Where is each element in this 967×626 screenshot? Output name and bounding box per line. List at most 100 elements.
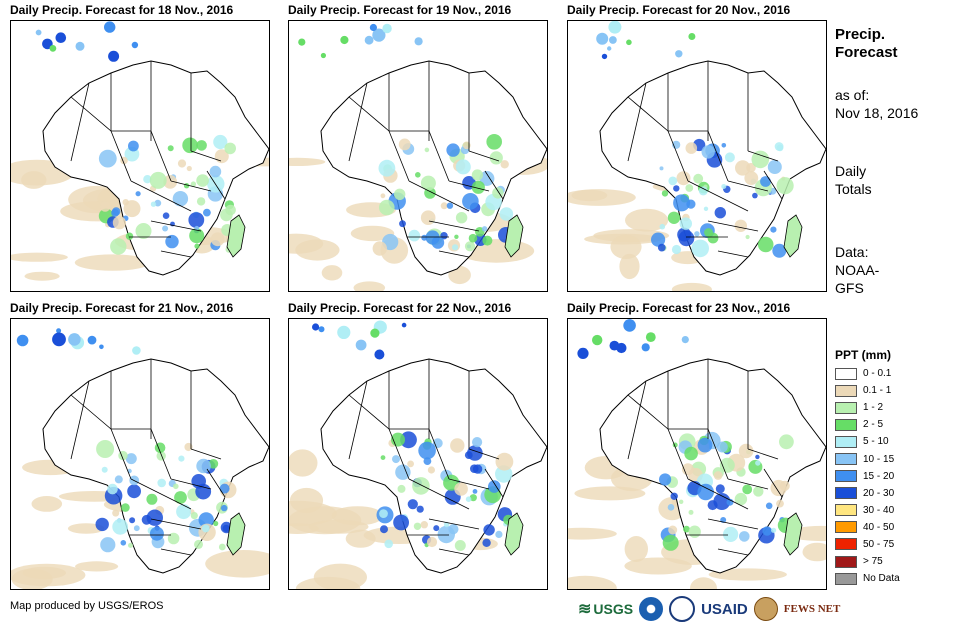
precip-cell — [626, 39, 632, 46]
precip-cell — [701, 145, 715, 159]
legend-label: 15 - 20 — [863, 470, 895, 482]
precip-cell — [500, 160, 509, 169]
light-rain-area — [289, 449, 318, 477]
precip-cell — [165, 234, 179, 249]
precip-cell — [198, 512, 214, 528]
precip-cell — [661, 190, 669, 197]
legend: PPT (mm) 0 - 0.1 0.1 - 1 1 - 2 2 - 5 5 - 10 1… — [835, 347, 955, 587]
precip-map — [288, 318, 548, 590]
legend-item: 15 - 20 — [835, 468, 955, 485]
legend-swatch — [835, 572, 857, 585]
precip-cell — [190, 181, 197, 187]
precip-cell — [472, 489, 478, 494]
precip-cell — [370, 328, 380, 338]
country-border — [70, 82, 90, 162]
precip-cell — [298, 38, 306, 46]
precip-cell — [16, 334, 29, 347]
precip-cell — [651, 232, 666, 247]
precip-cell — [112, 518, 129, 535]
precip-cell — [400, 431, 417, 449]
legend-swatch — [835, 504, 857, 517]
precip-cell — [146, 493, 158, 505]
light-rain-area — [11, 252, 68, 262]
precip-cell — [440, 232, 448, 240]
legend-swatch — [835, 555, 857, 568]
precip-cell — [482, 235, 493, 246]
precip-cell — [657, 243, 666, 252]
precip-cell — [734, 219, 747, 232]
country-border — [717, 548, 749, 556]
precip-cell — [742, 484, 753, 495]
legend-item: 40 - 50 — [835, 519, 955, 536]
precip-cell — [75, 41, 85, 51]
precip-cell — [601, 53, 608, 60]
madagascar — [226, 214, 246, 258]
country-border — [170, 478, 212, 490]
legend-title: PPT (mm) — [835, 348, 892, 362]
precip-cell — [641, 343, 650, 352]
precip-cell — [87, 335, 97, 345]
legend-swatch — [835, 367, 857, 380]
light-rain-area — [708, 568, 787, 581]
precip-cell — [213, 134, 228, 150]
precip-cell — [52, 332, 66, 347]
precip-cell — [210, 232, 225, 247]
precip-cell — [486, 134, 502, 150]
country-border — [438, 548, 470, 556]
precip-cell — [221, 504, 228, 512]
precip-cell — [150, 201, 157, 207]
usgs-logo-text: USGS — [593, 601, 634, 617]
usaid-seal-icon — [669, 596, 696, 622]
precip-cell — [462, 193, 479, 210]
precip-cell — [418, 441, 436, 460]
precip-cell — [472, 437, 483, 448]
precip-cell — [483, 524, 495, 536]
product-title-line2: Forecast — [835, 44, 898, 61]
precip-cell — [167, 145, 174, 152]
country-border — [448, 478, 490, 490]
country-border — [484, 468, 504, 498]
precip-cell — [468, 233, 478, 243]
precip-cell — [399, 220, 406, 228]
light-rain-area — [690, 577, 717, 589]
precip-map — [567, 20, 827, 292]
country-border — [348, 82, 368, 162]
precip-map — [288, 20, 548, 292]
precip-cell — [364, 35, 374, 45]
precip-cell — [607, 46, 612, 51]
precip-cell — [667, 504, 675, 511]
data-source-line1: Data: — [835, 244, 869, 260]
precip-cell — [739, 531, 750, 542]
country-border — [428, 130, 450, 182]
precip-cell — [378, 159, 396, 177]
legend-item: 50 - 75 — [835, 536, 955, 553]
precip-cell — [120, 540, 127, 546]
data-source-line2: NOAA- — [835, 262, 880, 278]
africa-map-svg — [568, 21, 826, 291]
precip-cell — [679, 499, 684, 504]
precip-cell — [455, 212, 468, 224]
precip-cell — [713, 471, 723, 480]
precip-cell — [379, 509, 388, 518]
precip-cell — [225, 204, 236, 216]
country-border — [707, 428, 729, 480]
precip-cell — [416, 505, 424, 513]
precip-cell — [407, 460, 414, 468]
country-border — [206, 468, 226, 498]
legend-swatch — [835, 418, 857, 431]
precip-cell — [149, 171, 167, 189]
precip-cell — [751, 150, 770, 169]
precip-cell — [471, 169, 483, 181]
precip-cell — [56, 328, 62, 334]
precip-cell — [753, 486, 764, 497]
precip-cell — [440, 202, 448, 210]
precip-cell — [95, 517, 109, 532]
light-rain-area — [353, 281, 386, 291]
light-rain-area — [568, 575, 617, 589]
country-border — [150, 130, 172, 182]
precip-cell — [397, 484, 406, 493]
precip-cell — [380, 525, 388, 534]
precip-cell — [156, 451, 166, 461]
madagascar — [783, 214, 803, 258]
precip-cell — [186, 165, 192, 172]
